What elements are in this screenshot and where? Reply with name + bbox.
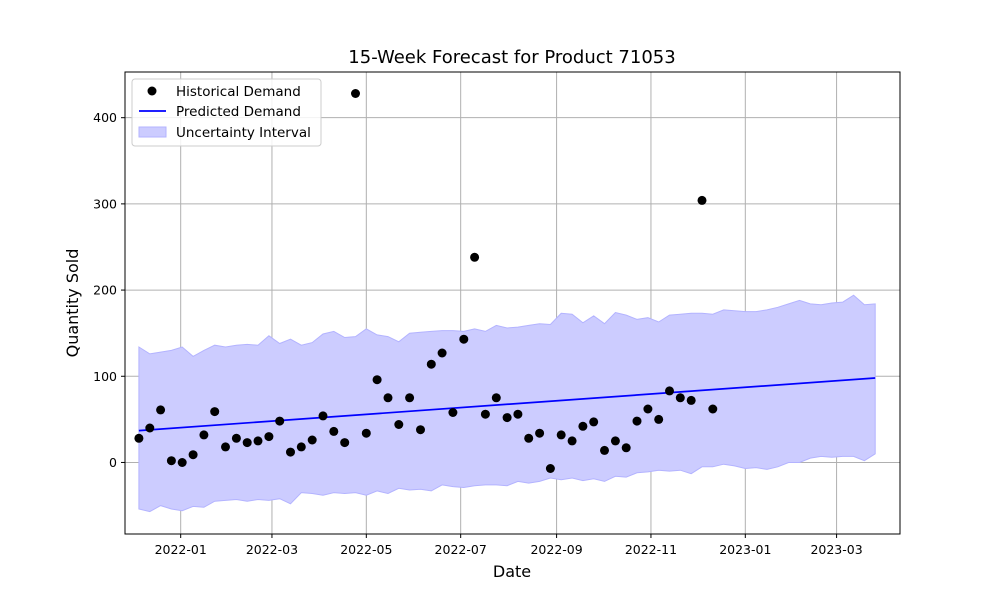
historical-demand-point (361, 428, 371, 438)
x-tick-label: 2023-03 (810, 542, 862, 557)
historical-demand-point (134, 433, 144, 443)
legend-box (131, 78, 322, 147)
historical-demand-point (632, 416, 642, 426)
historical-demand-point (145, 423, 155, 433)
historical-demand-point (188, 450, 198, 460)
x-tick-label: 2022-01 (155, 542, 207, 557)
y-tick-label: 0 (109, 455, 117, 470)
historical-demand-point (448, 408, 458, 417)
predicted-demand-line (138, 377, 876, 432)
legend: Historical Demand Predicted Demand Uncer… (131, 78, 322, 147)
historical-demand-point (675, 393, 685, 403)
historical-demand-point (502, 413, 512, 423)
historical-demand-point (578, 421, 588, 431)
historical-demand-point (535, 428, 545, 438)
historical-demand-point (199, 430, 209, 440)
historical-demand-point (286, 447, 295, 457)
plot-frame (124, 71, 901, 535)
historical-demand-point (253, 436, 263, 446)
historical-demand-point (600, 445, 609, 455)
historical-demand-point (437, 348, 447, 358)
historical-demand-point (610, 436, 620, 446)
x-axis-ticks: 2022-01 2022-03 2022-05 2022-07 2022-09 2022-… (155, 534, 863, 557)
historical-demand-point (177, 458, 187, 467)
historical-demand-point (242, 438, 252, 448)
x-gridlines (180, 72, 838, 534)
historical-demand-point (708, 404, 718, 414)
x-axis-label: Date (493, 562, 531, 581)
historical-demand-point (416, 425, 425, 435)
historical-demand-point (210, 407, 220, 417)
historical-demand-point (351, 89, 360, 98)
x-tick-label: 2022-09 (530, 542, 582, 557)
historical-demand-point (318, 411, 328, 421)
historical-demand-point (491, 393, 501, 403)
x-tick-label: 2022-11 (625, 542, 677, 557)
x-tick-label: 2022-05 (340, 542, 392, 557)
y-axis-label: Quantity Sold (63, 249, 82, 358)
historical-demand-point (231, 433, 241, 443)
historical-demand-point (394, 420, 404, 429)
historical-demand-point (405, 393, 415, 403)
historical-demand-point (643, 404, 653, 414)
historical-demand-point (589, 417, 599, 427)
legend-label-interval: Uncertainty Interval (176, 125, 311, 141)
historical-demand-point (470, 252, 480, 262)
uncertainty-interval-band (138, 294, 876, 513)
historical-demand-points (134, 89, 718, 473)
historical-demand-point (654, 414, 664, 424)
historical-demand-point (686, 395, 696, 405)
y-axis-ticks: 0 100 200 300 400 (93, 110, 125, 470)
legend-label-historical: Historical Demand (176, 84, 301, 100)
legend-marker-historical (147, 86, 157, 96)
historical-demand-point (545, 464, 555, 473)
y-tick-label: 200 (93, 283, 117, 298)
historical-demand-point (567, 436, 577, 446)
historical-demand-point (296, 442, 306, 452)
historical-demand-point (329, 426, 339, 436)
legend-patch-interval (138, 126, 167, 138)
historical-demand-point (697, 195, 707, 205)
x-tick-label: 2023-01 (719, 542, 771, 557)
y-tick-label: 300 (93, 196, 117, 211)
y-tick-label: 100 (93, 369, 117, 384)
historical-demand-point (556, 430, 566, 440)
historical-demand-point (166, 456, 176, 466)
historical-demand-point (383, 393, 393, 403)
y-tick-label: 400 (93, 110, 117, 125)
historical-demand-point (156, 405, 166, 415)
x-tick-label: 2022-03 (246, 542, 298, 557)
historical-demand-point (221, 442, 230, 452)
historical-demand-point (665, 386, 674, 396)
x-tick-label: 2022-07 (435, 542, 487, 557)
chart-title: 15-Week Forecast for Product 71053 (348, 47, 675, 68)
historical-demand-point (340, 438, 350, 448)
historical-demand-point (307, 435, 317, 445)
legend-label-predicted: Predicted Demand (176, 104, 301, 120)
historical-demand-point (275, 416, 285, 426)
historical-demand-point (264, 432, 274, 442)
historical-demand-point (524, 433, 534, 443)
historical-demand-point (459, 334, 469, 344)
historical-demand-point (513, 409, 523, 419)
historical-demand-point (480, 409, 490, 419)
historical-demand-point (621, 443, 631, 453)
historical-demand-point (372, 375, 382, 385)
historical-demand-point (426, 359, 436, 369)
